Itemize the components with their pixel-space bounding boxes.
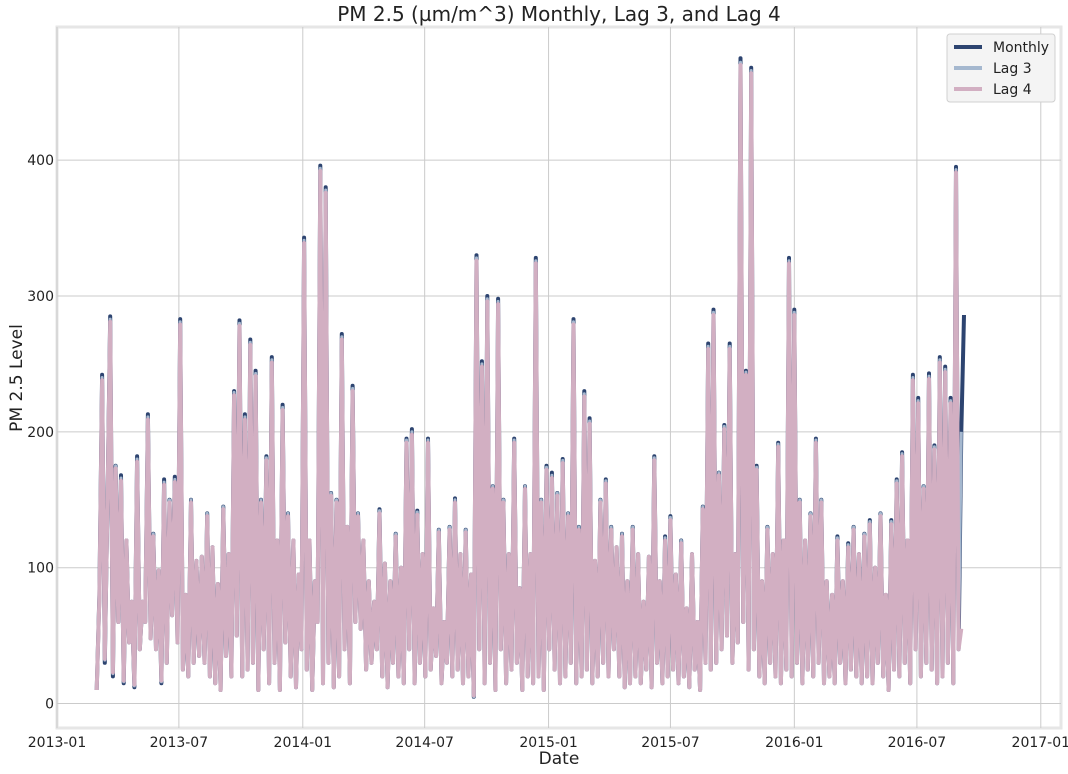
y-tick-label-2: 200 xyxy=(27,425,54,441)
y-tick-label-4: 400 xyxy=(27,153,54,169)
legend-box xyxy=(946,33,1056,103)
y-axis-label: PM 2.5 Level xyxy=(7,324,27,432)
legend: Monthly Lag 3 Lag 4 xyxy=(946,33,1056,103)
y-tick-labels: 0 100 200 300 400 xyxy=(27,153,54,712)
legend-label-2: Lag 4 xyxy=(993,82,1032,98)
y-tick-label-3: 300 xyxy=(27,289,54,305)
y-tick-label-0: 0 xyxy=(45,697,54,713)
series-group xyxy=(94,56,966,699)
x-tick-label-5: 2015-07 xyxy=(641,735,700,751)
legend-label-0: Monthly xyxy=(993,40,1049,56)
x-tick-label-2: 2014-01 xyxy=(274,735,333,751)
legend-label-1: Lag 3 xyxy=(993,61,1032,77)
chart-title: PM 2.5 (µm/m^3) Monthly, Lag 3, and Lag … xyxy=(337,2,781,26)
x-tick-label-4: 2015-01 xyxy=(519,735,578,751)
series-line-lag-4 xyxy=(94,63,964,698)
x-axis-label: Date xyxy=(539,749,580,769)
y-tick-label-1: 100 xyxy=(27,561,54,577)
x-tick-label-1: 2013-07 xyxy=(150,735,209,751)
x-tick-label-7: 2016-07 xyxy=(888,735,947,751)
x-tick-label-0: 2013-01 xyxy=(28,735,87,751)
x-tick-label-8: 2017-01 xyxy=(1012,735,1068,751)
x-tick-label-6: 2016-01 xyxy=(765,735,824,751)
x-tick-label-3: 2014-07 xyxy=(395,735,454,751)
x-tick-labels: 2013-01 2013-07 2014-01 2014-07 2015-01 2015-… xyxy=(28,735,1068,751)
